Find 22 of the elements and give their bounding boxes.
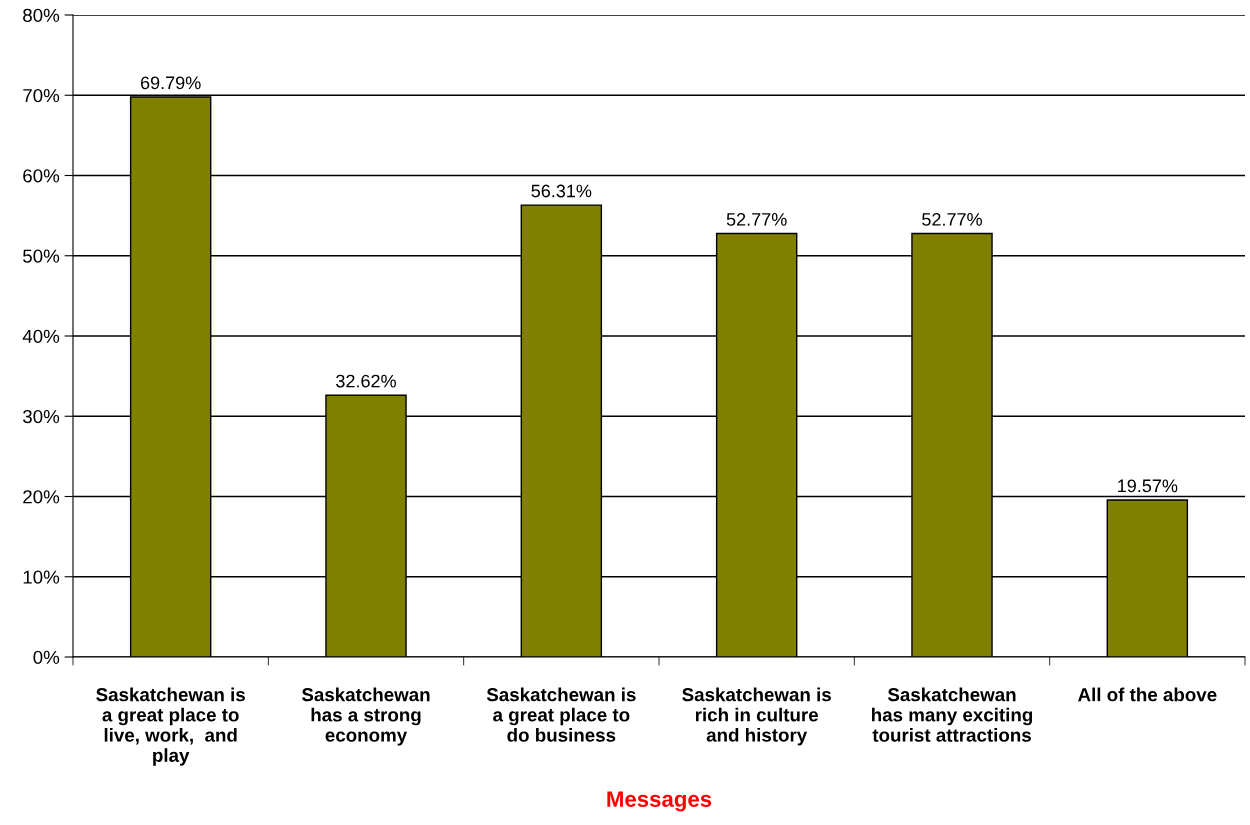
y-tick-label: 50% — [23, 249, 60, 263]
data-label: 69.79% — [140, 76, 201, 90]
data-label: 56.31% — [531, 184, 592, 198]
x-axis-title: Messages — [607, 791, 712, 812]
x-tick-label: Saskatchewan has many exciting tourist attractions — [872, 687, 1033, 742]
y-tick-label: 0% — [33, 650, 60, 664]
x-tick-label: Saskatchewan is a great place to live, work, and play — [96, 687, 245, 766]
data-label: 52.77% — [726, 213, 787, 226]
y-tick-label: 70% — [23, 88, 60, 103]
y-tick-label: 30% — [22, 409, 60, 424]
y-tick-label: 80% — [23, 8, 60, 22]
y-tick-label: 60% — [23, 169, 60, 183]
x-tick-label: Saskatchewan has a strong economy — [301, 687, 430, 746]
y-tick-label: 40% — [22, 329, 60, 343]
y-tick-label: 20% — [23, 490, 60, 504]
data-label: 19.57% — [1118, 479, 1178, 493]
y-tick-label: 10% — [23, 570, 60, 584]
x-tick-label: All of the above — [1078, 687, 1217, 702]
x-tick-label: Saskatchewan is a great place to do business — [486, 687, 636, 742]
x-tick-label: Saskatchewan is rich in culture and history — [682, 687, 831, 746]
data-label: 52.77% — [922, 213, 982, 226]
data-label: 32.62% — [336, 374, 396, 388]
